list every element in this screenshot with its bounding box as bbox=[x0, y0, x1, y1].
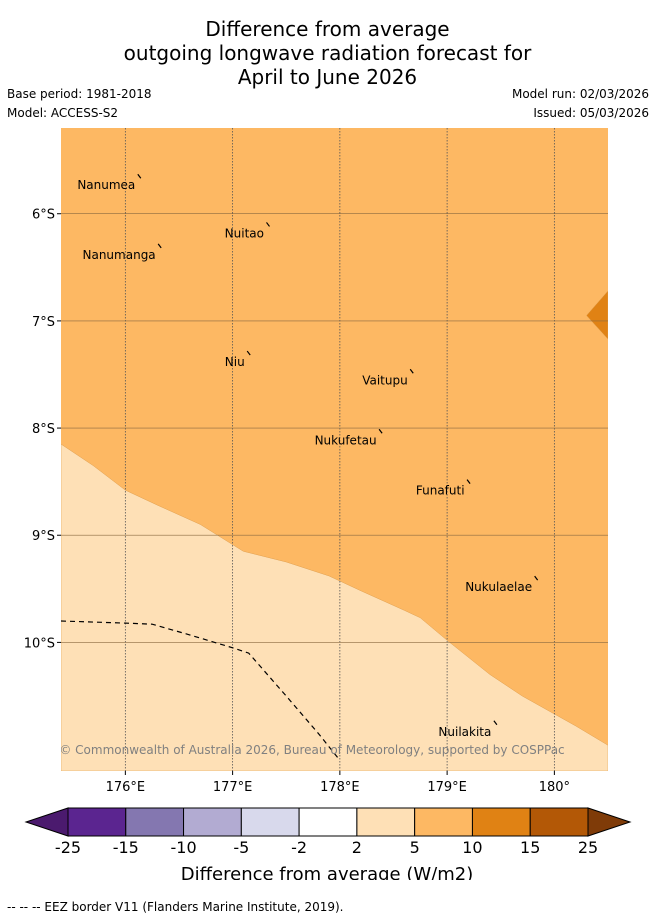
y-tick-label: 9°S bbox=[32, 529, 55, 544]
y-tick-label: 10°S bbox=[24, 636, 55, 651]
island-label: Nuitao bbox=[225, 226, 264, 240]
colorbar-tick-label: -5 bbox=[233, 838, 249, 857]
colorbar-tick-label: 5 bbox=[410, 838, 420, 857]
island-marker bbox=[137, 173, 142, 179]
title-line-3: April to June 2026 bbox=[237, 65, 418, 89]
x-tick-label: 180° bbox=[539, 780, 570, 795]
island-marker bbox=[157, 243, 162, 249]
colorbar-tick-label: 25 bbox=[578, 838, 598, 857]
colorbar-tick-label: -2 bbox=[291, 838, 307, 857]
island-marker bbox=[266, 222, 270, 227]
colorbar-tick-label: 2 bbox=[352, 838, 362, 857]
island-label: Nukulaelae bbox=[465, 580, 532, 594]
anomaly-region-1 bbox=[61, 443, 608, 771]
colorbar-label: Difference from average (W/m2) bbox=[181, 864, 473, 880]
y-tick-label: 6°S bbox=[32, 208, 55, 223]
base-period-text: Base period: 1981-2018 bbox=[7, 87, 152, 101]
island-marker bbox=[378, 428, 383, 434]
colorbar-tick-label: 15 bbox=[520, 838, 540, 857]
x-tick-label: 179°E bbox=[427, 780, 467, 795]
colorbar-segment bbox=[414, 807, 473, 837]
island-marker bbox=[534, 575, 539, 581]
colorbar-tick-label: -15 bbox=[113, 838, 139, 857]
colorbar-tick-label: -25 bbox=[55, 838, 81, 857]
colorbar-segment bbox=[67, 807, 127, 837]
island-label: Nanumanga bbox=[83, 248, 156, 262]
colorbar-extend-low bbox=[24, 807, 69, 837]
x-tick-label: 176°E bbox=[106, 780, 146, 795]
issued-text: Issued: 05/03/2026 bbox=[533, 106, 649, 120]
colorbar-segment bbox=[471, 807, 531, 837]
y-tick-label: 8°S bbox=[32, 422, 55, 437]
island-marker bbox=[493, 720, 498, 726]
colorbar-tick-label: 10 bbox=[462, 838, 482, 857]
island-marker bbox=[466, 479, 471, 485]
island-label: Nanumea bbox=[77, 178, 135, 192]
colorbar-segment bbox=[240, 807, 300, 837]
anomaly-region-2 bbox=[586, 290, 608, 340]
eez-legend-text: -- -- -- EEZ border V11 (Flanders Marine… bbox=[7, 900, 344, 914]
colorbar: -25 -15 -10 -5 -2 2 5 10 15 25 Difference from av… bbox=[24, 807, 632, 880]
x-tick-label: 178°E bbox=[320, 780, 360, 795]
title-line-2: outgoing longwave radiation forecast for bbox=[123, 41, 532, 65]
island-label: Niu bbox=[225, 355, 245, 369]
island-marker bbox=[409, 368, 414, 374]
model-run-text: Model run: 02/03/2026 bbox=[511, 87, 649, 101]
island-label: Nukufetau bbox=[315, 433, 377, 447]
island-marker bbox=[246, 350, 251, 356]
model-text: Model: ACCESS-S2 bbox=[7, 106, 119, 120]
island-label: Funafuti bbox=[416, 484, 465, 498]
island-label: Vaitupu bbox=[362, 373, 408, 387]
colorbar-segment bbox=[183, 807, 242, 837]
x-tick-label: 177°E bbox=[213, 780, 253, 795]
eez-border-line bbox=[61, 620, 341, 761]
y-tick-label: 7°S bbox=[32, 315, 55, 330]
colorbar-segment bbox=[125, 807, 185, 837]
colorbar-tick-label: -10 bbox=[170, 838, 196, 857]
colorbar-segment bbox=[298, 807, 358, 837]
title-line-1: Difference from average bbox=[205, 17, 450, 41]
forecast-map: Nanumea Nuitao Nanumanga Niu Vaitupu Nukufeta… bbox=[24, 128, 608, 795]
island-label: Nuilakita bbox=[438, 725, 491, 739]
colorbar-segment bbox=[356, 807, 416, 837]
colorbar-extend-high bbox=[587, 807, 632, 837]
colorbar-segment bbox=[529, 807, 589, 837]
copyright-text: © Commonwealth of Australia 2026, Bureau… bbox=[59, 743, 564, 757]
